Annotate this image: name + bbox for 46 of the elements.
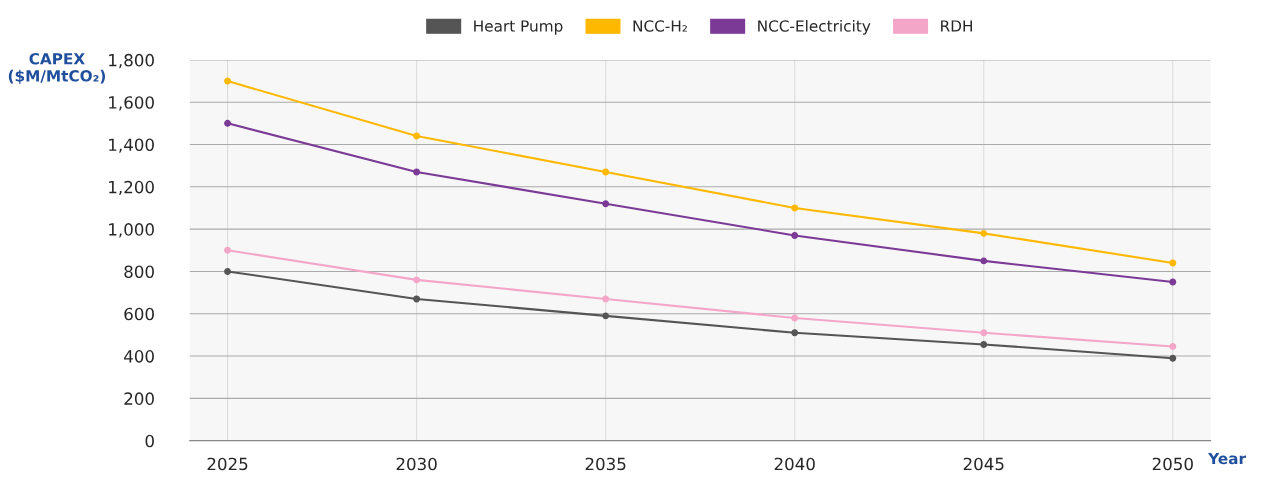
point: [980, 229, 988, 237]
point: [602, 200, 610, 208]
y-tick-label: 200: [124, 392, 154, 405]
legend-label: NCC-H₂: [633, 20, 687, 32]
x-tick-label: 2030: [396, 457, 437, 471]
legend-label: Heart Pump: [474, 20, 563, 35]
point: [224, 267, 232, 275]
point: [413, 295, 421, 303]
x-tick-label: 2025: [207, 457, 248, 471]
point: [602, 168, 610, 176]
point: [980, 257, 988, 265]
point: [1169, 354, 1177, 362]
y-tick-label: 600: [124, 307, 154, 321]
point: [791, 232, 799, 239]
point: [980, 329, 988, 337]
point: [224, 119, 232, 127]
x-tick-label: 2040: [774, 457, 815, 471]
y-tick-label: 1,000: [109, 223, 154, 238]
point: [1169, 278, 1177, 286]
x-tick-label: 2050: [1152, 457, 1193, 471]
point: [413, 132, 421, 140]
point: [980, 340, 988, 348]
y-tick-label: 1,800: [109, 53, 154, 69]
point: [602, 312, 610, 320]
point: [791, 314, 799, 322]
y-axis-title: CAPEX ($M/MtCO₂): [8, 52, 105, 84]
y-tick-label: 1,600: [109, 96, 154, 111]
y-tick-label: 1,200: [109, 180, 154, 196]
point: [1169, 259, 1177, 267]
y-tick-label: 0: [145, 434, 154, 448]
point: [791, 329, 799, 337]
legend-label: RDH: [941, 20, 972, 32]
x-tick-label: 2035: [585, 457, 626, 471]
x-tick-label: 2045: [963, 457, 1004, 471]
y-tick-label: 800: [124, 265, 154, 278]
point: [791, 204, 799, 212]
legend-label: NCC-Electricity: [758, 19, 871, 35]
y-tick-label: 400: [124, 350, 154, 363]
y-tick-label: 1,400: [109, 138, 154, 153]
point: [224, 77, 232, 85]
point: [224, 246, 232, 254]
point: [602, 295, 610, 303]
point: [413, 276, 421, 284]
point: [1169, 343, 1177, 351]
x-axis-title: Year: [1208, 452, 1246, 465]
point: [413, 168, 421, 176]
